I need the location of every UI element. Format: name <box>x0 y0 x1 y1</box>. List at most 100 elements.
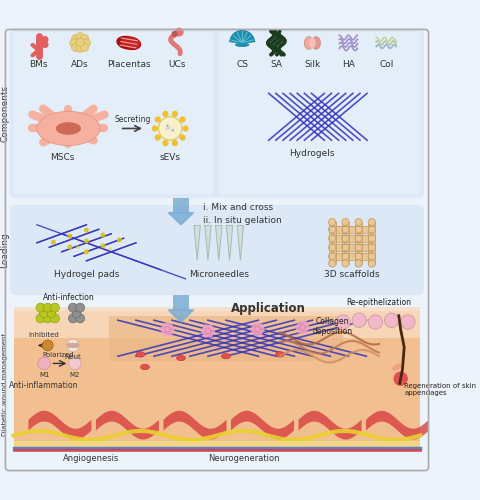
Ellipse shape <box>304 36 313 50</box>
Text: Anti-infection: Anti-infection <box>43 293 94 302</box>
Circle shape <box>165 326 170 332</box>
Ellipse shape <box>342 244 349 251</box>
Circle shape <box>69 357 81 370</box>
Ellipse shape <box>121 38 140 48</box>
Bar <box>368 222 375 264</box>
Circle shape <box>180 116 186 122</box>
Ellipse shape <box>355 218 362 226</box>
Circle shape <box>36 303 45 312</box>
Bar <box>342 222 349 264</box>
Bar <box>109 316 343 360</box>
Circle shape <box>256 322 263 329</box>
Text: Secreting: Secreting <box>114 115 151 124</box>
Circle shape <box>100 244 106 248</box>
FancyBboxPatch shape <box>13 32 214 194</box>
Text: 3D scaffolds: 3D scaffolds <box>324 270 380 279</box>
Ellipse shape <box>329 234 336 242</box>
Circle shape <box>368 315 383 329</box>
Circle shape <box>81 34 89 42</box>
Circle shape <box>250 326 256 332</box>
Bar <box>331 234 372 242</box>
Circle shape <box>401 315 415 329</box>
Text: Microneedles: Microneedles <box>189 270 249 279</box>
Polygon shape <box>227 226 233 260</box>
Circle shape <box>152 126 158 132</box>
Circle shape <box>203 332 209 338</box>
Text: SA: SA <box>270 60 282 69</box>
Polygon shape <box>237 226 243 260</box>
Circle shape <box>207 332 213 338</box>
Circle shape <box>336 315 350 329</box>
Ellipse shape <box>342 260 349 267</box>
Text: Re-epithelization: Re-epithelization <box>347 298 411 306</box>
Circle shape <box>201 328 207 334</box>
Text: Application: Application <box>230 302 305 315</box>
Circle shape <box>40 308 48 318</box>
Ellipse shape <box>355 226 362 233</box>
Circle shape <box>117 238 122 242</box>
Ellipse shape <box>368 260 375 267</box>
Circle shape <box>166 124 169 127</box>
Circle shape <box>252 330 259 336</box>
Circle shape <box>50 303 60 312</box>
Circle shape <box>76 44 84 52</box>
Ellipse shape <box>329 260 336 267</box>
Text: Silk: Silk <box>304 60 321 69</box>
Circle shape <box>108 248 111 250</box>
Circle shape <box>162 322 168 329</box>
Text: Regeneration of skin
appendages: Regeneration of skin appendages <box>404 383 476 396</box>
Polygon shape <box>205 226 211 260</box>
Ellipse shape <box>355 260 362 267</box>
Ellipse shape <box>342 252 349 260</box>
Circle shape <box>172 140 178 146</box>
Ellipse shape <box>342 234 349 242</box>
Text: CS: CS <box>236 60 248 69</box>
Circle shape <box>50 314 60 323</box>
FancyBboxPatch shape <box>10 205 424 295</box>
Circle shape <box>171 31 178 37</box>
Ellipse shape <box>329 252 336 260</box>
Circle shape <box>297 328 303 334</box>
Circle shape <box>205 328 211 334</box>
Bar <box>173 295 189 310</box>
Circle shape <box>101 243 104 246</box>
Circle shape <box>41 41 48 48</box>
Text: Collagen
deposition: Collagen deposition <box>312 317 352 336</box>
Text: Anti-inflammation: Anti-inflammation <box>10 382 79 390</box>
Circle shape <box>162 111 168 117</box>
Ellipse shape <box>136 352 145 357</box>
Ellipse shape <box>368 226 375 233</box>
Text: BMs: BMs <box>29 60 48 69</box>
Circle shape <box>175 28 184 36</box>
Polygon shape <box>216 226 222 260</box>
Circle shape <box>72 44 80 52</box>
Ellipse shape <box>177 356 185 360</box>
Circle shape <box>43 303 52 312</box>
Ellipse shape <box>329 226 336 233</box>
Text: UCs: UCs <box>168 60 186 69</box>
Circle shape <box>162 330 168 336</box>
Bar <box>331 244 372 251</box>
Circle shape <box>295 324 301 330</box>
Circle shape <box>167 330 173 336</box>
Ellipse shape <box>342 226 349 233</box>
Circle shape <box>297 320 303 327</box>
Ellipse shape <box>355 244 362 251</box>
Bar <box>13 311 420 450</box>
Ellipse shape <box>392 364 402 370</box>
Circle shape <box>180 134 186 140</box>
Polygon shape <box>194 226 200 260</box>
Ellipse shape <box>221 354 230 359</box>
Circle shape <box>168 326 175 332</box>
Circle shape <box>155 116 161 122</box>
Circle shape <box>83 39 91 47</box>
Text: Placentas: Placentas <box>107 60 151 69</box>
Ellipse shape <box>368 244 375 251</box>
Ellipse shape <box>235 42 250 47</box>
Circle shape <box>76 314 84 323</box>
Circle shape <box>352 313 366 328</box>
Ellipse shape <box>309 38 315 48</box>
Text: Diabetic wound management: Diabetic wound management <box>1 332 8 436</box>
Circle shape <box>258 326 265 332</box>
Circle shape <box>69 314 77 323</box>
